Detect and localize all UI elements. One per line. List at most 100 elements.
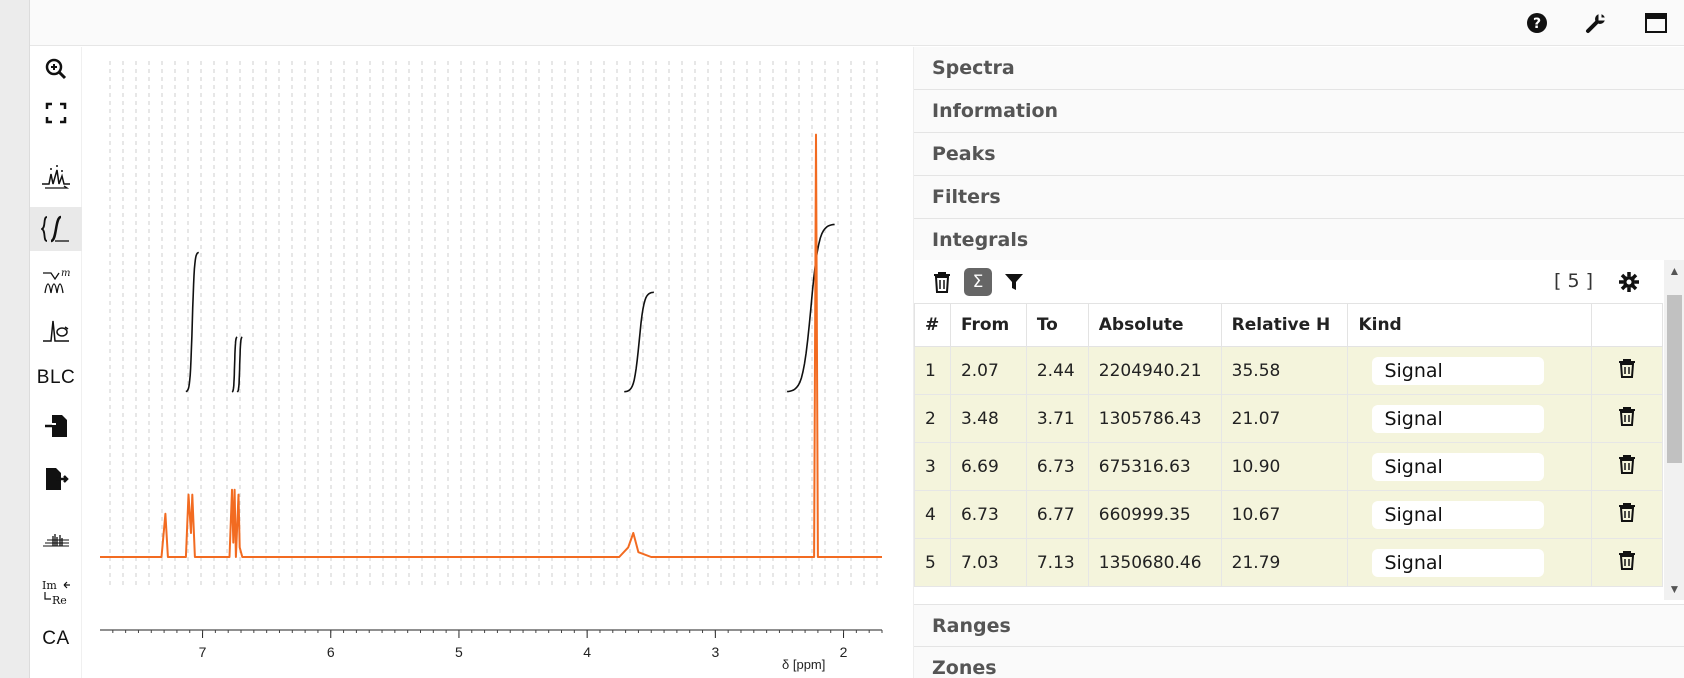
- filter-icon: [1005, 274, 1023, 290]
- kind-select[interactable]: Signal: [1372, 356, 1545, 385]
- section-peaks[interactable]: Peaks: [914, 133, 1684, 176]
- section-ranges[interactable]: Ranges: [914, 604, 1684, 647]
- integral-curve[interactable]: [185, 251, 200, 393]
- delete-row-icon[interactable]: [1618, 358, 1636, 378]
- x-tick-label: 7: [199, 644, 207, 660]
- integral-icon: [41, 215, 69, 243]
- table-header-row: # From To Absolute Relative H Kind: [914, 303, 1663, 347]
- section-peaks-label: Peaks: [932, 143, 996, 165]
- filter-button[interactable]: [1000, 268, 1028, 296]
- cell-index: 5: [914, 538, 951, 587]
- table-row[interactable]: 5 7.03 7.13 1350680.46 21.79 Signal: [914, 538, 1663, 587]
- table-row[interactable]: 2 3.48 3.71 1305786.43 21.07 Signal: [914, 394, 1663, 443]
- spectrum-chart[interactable]: 7 6 5 4 3 2 δ [ppm]: [82, 47, 902, 678]
- trash-icon: [934, 272, 950, 293]
- svg-text:?: ?: [1533, 16, 1541, 32]
- cell-kind: Signal: [1347, 442, 1593, 491]
- kind-select[interactable]: Signal: [1372, 548, 1545, 577]
- real-imaginary-tool[interactable]: Im Re: [30, 570, 82, 614]
- gear-icon: [1619, 272, 1639, 292]
- integral-tool[interactable]: [30, 207, 82, 251]
- cell-relative: 10.67: [1220, 490, 1349, 539]
- baseline-correction-tool[interactable]: BLC: [30, 356, 82, 400]
- cell-absolute: 660999.35: [1087, 490, 1222, 539]
- multiplet-icon: m: [43, 268, 70, 294]
- fullscreen-tool[interactable]: [30, 91, 82, 135]
- col-relative[interactable]: Relative H: [1220, 303, 1349, 347]
- section-information[interactable]: Information: [914, 90, 1684, 133]
- integral-curve[interactable]: [231, 336, 238, 393]
- col-actions: [1591, 303, 1663, 347]
- cell-relative: 10.90: [1220, 442, 1349, 491]
- help-icon[interactable]: ?: [1524, 10, 1550, 36]
- cell-kind: Signal: [1347, 346, 1593, 395]
- cell-from: 6.69: [949, 442, 1027, 491]
- kind-select[interactable]: Signal: [1372, 452, 1545, 481]
- integrals-table: # From To Absolute Relative H Kind 1 2.07…: [914, 303, 1663, 587]
- import-file-icon: [45, 415, 67, 437]
- cell-relative: 21.07: [1220, 394, 1349, 443]
- export-file-icon: [46, 468, 69, 490]
- section-spectra[interactable]: Spectra: [914, 47, 1684, 90]
- section-filters[interactable]: Filters: [914, 176, 1684, 219]
- spectrum-line[interactable]: [100, 133, 882, 558]
- stacked-spectra-icon: [43, 534, 69, 547]
- kind-select[interactable]: Signal: [1372, 500, 1545, 529]
- stacked-spectra-tool[interactable]: [30, 517, 82, 561]
- col-to[interactable]: To: [1025, 303, 1089, 347]
- table-row[interactable]: 3 6.69 6.73 675316.63 10.90 Signal: [914, 442, 1663, 491]
- table-row[interactable]: 4 6.73 6.77 660999.35 10.67 Signal: [914, 490, 1663, 539]
- tool-bar: m BLC Im Re CA: [30, 47, 82, 678]
- col-from[interactable]: From: [949, 303, 1027, 347]
- x-tick-label: 4: [583, 644, 591, 660]
- col-absolute[interactable]: Absolute: [1087, 303, 1222, 347]
- multiplet-tool[interactable]: m: [30, 259, 82, 303]
- integral-curve[interactable]: [236, 336, 243, 393]
- cell-actions: [1591, 538, 1663, 587]
- col-kind[interactable]: Kind: [1347, 303, 1593, 347]
- import-tool[interactable]: [30, 404, 82, 448]
- section-zones[interactable]: Zones: [914, 647, 1684, 678]
- table-row[interactable]: 1 2.07 2.44 2204940.21 35.58 Signal: [914, 346, 1663, 395]
- scroll-thumb[interactable]: [1667, 295, 1682, 463]
- zoom-in-icon: [45, 58, 67, 80]
- cell-relative: 35.58: [1220, 346, 1349, 395]
- col-index[interactable]: #: [914, 303, 951, 347]
- grid-lines: [109, 61, 878, 587]
- right-panel: Spectra Information Peaks Filters Integr…: [913, 47, 1684, 678]
- integral-settings-button[interactable]: [1615, 268, 1643, 296]
- section-integrals[interactable]: Integrals: [914, 219, 1684, 262]
- blc-label: BLC: [36, 367, 76, 388]
- cell-index: 2: [914, 394, 951, 443]
- peak-picking-tool[interactable]: [30, 155, 82, 199]
- delete-row-icon[interactable]: [1618, 550, 1636, 570]
- sum-button[interactable]: Σ: [964, 268, 992, 296]
- delete-row-icon[interactable]: [1618, 454, 1636, 474]
- delete-row-icon[interactable]: [1618, 406, 1636, 426]
- phase-correction-tool[interactable]: [30, 309, 82, 353]
- integral-curve[interactable]: [624, 291, 654, 393]
- integrals-count: [ 5 ]: [1554, 270, 1593, 292]
- cell-to: 3.71: [1025, 394, 1089, 443]
- cell-kind: Signal: [1347, 538, 1593, 587]
- kind-select[interactable]: Signal: [1372, 404, 1545, 433]
- delete-row-icon[interactable]: [1618, 502, 1636, 522]
- export-tool[interactable]: [30, 457, 82, 501]
- svg-text:Im: Im: [42, 579, 57, 592]
- window-icon[interactable]: [1643, 10, 1669, 36]
- ca-tool[interactable]: CA: [30, 617, 82, 661]
- wrench-icon[interactable]: [1583, 10, 1609, 36]
- scroll-up-icon[interactable]: ▲: [1668, 263, 1681, 278]
- section-filters-label: Filters: [932, 186, 1001, 208]
- cell-index: 3: [914, 442, 951, 491]
- x-tick-label: 3: [711, 644, 719, 660]
- delete-all-button[interactable]: [928, 268, 956, 296]
- left-gutter: [0, 0, 30, 678]
- zoom-in-tool[interactable]: [30, 47, 82, 91]
- cell-index: 4: [914, 490, 951, 539]
- integral-curve[interactable]: [787, 223, 835, 393]
- scroll-down-icon[interactable]: ▼: [1668, 581, 1681, 596]
- cell-actions: [1591, 490, 1663, 539]
- integrals-scrollbar[interactable]: ▲ ▼: [1664, 260, 1684, 600]
